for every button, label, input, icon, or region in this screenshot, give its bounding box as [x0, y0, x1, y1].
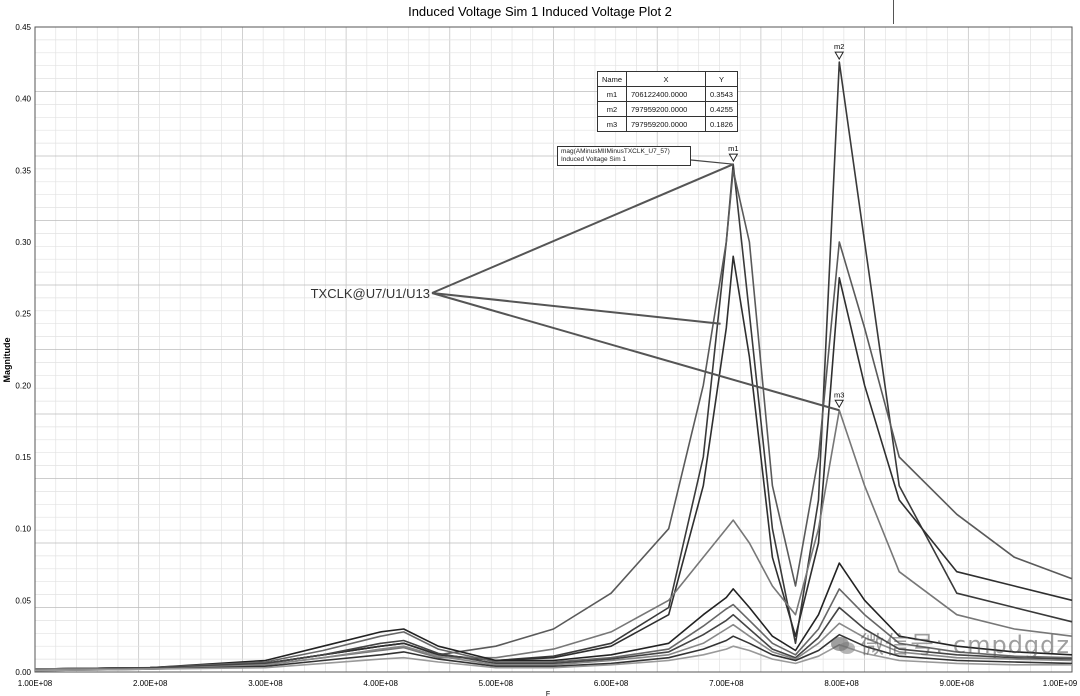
- y-axis-label: Magnitude: [2, 338, 12, 383]
- annotation-layer: TXCLK@U7/U1/U13: [311, 159, 840, 412]
- marker-m1-icon: [728, 153, 739, 163]
- marker-m3-icon: [834, 399, 845, 409]
- x-tick-label: 5.00E+08: [479, 679, 514, 688]
- wechat-icon: [831, 637, 856, 654]
- y-tick-label: 0.35: [15, 166, 31, 175]
- axes: 0.00 0.05 0.10 0.15 0.20 0.25 0.30 0.35 0.40 0.45…: [15, 23, 1077, 688]
- y-tick-label: 0.25: [15, 310, 31, 319]
- x-tick-label: 9.00E+08: [940, 679, 975, 688]
- header-name: Name: [596, 71, 628, 87]
- legend-leader-line: [690, 159, 734, 165]
- y-tick-label: 0.00: [15, 668, 31, 677]
- y-tick-label: 0.20: [15, 381, 31, 390]
- row-y: 0.3543: [705, 86, 738, 102]
- plot-frame: [34, 26, 1073, 673]
- series-line-7: [34, 606, 1073, 670]
- series-line-8: [35, 622, 1073, 670]
- row-name: m3: [596, 116, 628, 132]
- series-line-3: [34, 255, 1073, 670]
- row-y: 0.1826: [705, 116, 738, 132]
- row-y: 0.4255: [705, 101, 738, 117]
- y-tick-label: 0.45: [15, 23, 31, 32]
- marker-m2-label: m2: [834, 42, 844, 51]
- legend-line-expression: mag(AMinusMIIMinusTXCLK_U7_57): [561, 148, 670, 155]
- x-tick-label: 7.00E+08: [709, 679, 744, 688]
- legend-line-source: Induced Voltage Sim 1: [561, 156, 627, 163]
- series-line-10: [34, 643, 1072, 672]
- x-tick-label: 1.00E+08: [18, 679, 53, 688]
- marker-m2-icon: [834, 51, 845, 61]
- header-x: X: [626, 71, 707, 87]
- y-tick-label: 0.15: [15, 453, 31, 462]
- annotation-label: TXCLK@U7/U1/U13: [311, 286, 430, 301]
- grid: [34, 26, 1073, 673]
- x-tick-label: 1.00E+09: [1043, 679, 1078, 688]
- annotation-leader-line: [431, 163, 734, 294]
- row-name: m2: [596, 101, 628, 117]
- x-tick-label: 2.00E+08: [133, 679, 168, 688]
- chart-title: Induced Voltage Sim 1 Induced Voltage Pl…: [408, 4, 672, 19]
- series-line-6: [34, 588, 1073, 670]
- watermark-text: 微信号: cmpdgdz: [860, 631, 1070, 659]
- y-tick-label: 0.10: [15, 525, 31, 534]
- table-row: m1 706122400.0000 0.3543: [596, 86, 738, 102]
- marker-layer: m1 m2 m3: [728, 42, 845, 409]
- series-line-9: [34, 633, 1073, 672]
- series-line-5: [34, 562, 1073, 670]
- marker-m3-label: m3: [834, 390, 844, 399]
- y-tick-label: 0.05: [15, 596, 31, 605]
- x-tick-label: 4.00E+08: [363, 679, 398, 688]
- trace-legend: mag(AMinusMIIMinusTXCLK_U7_57) Induced V…: [557, 146, 691, 166]
- x-tick-label: 3.00E+08: [248, 679, 283, 688]
- row-x: 797959200.0000: [626, 101, 707, 117]
- marker-table-header: Name X Y: [596, 71, 738, 87]
- y-tick-label: 0.30: [15, 238, 31, 247]
- header-y: Y: [705, 71, 738, 87]
- series-line-4: [34, 409, 1073, 670]
- annotation-leader-line: [431, 292, 721, 325]
- marker-m1-label: m1: [728, 144, 738, 153]
- x-tick-label: 8.00E+08: [824, 679, 859, 688]
- frame-divider: [893, 0, 894, 24]
- row-x: 706122400.0000: [626, 86, 707, 102]
- y-tick-label: 0.40: [15, 95, 31, 104]
- series-layer: [34, 61, 1073, 672]
- watermark: 微信号: cmpdgdz: [830, 625, 1070, 660]
- x-axis-label: F: [546, 691, 550, 696]
- marker-table: Name X Y m1 706122400.0000 0.3543 m2 797…: [596, 71, 738, 132]
- table-row: m2 797959200.0000 0.4255: [596, 101, 738, 117]
- table-row: m3 797959200.0000 0.1826: [596, 116, 738, 132]
- x-tick-label: 6.00E+08: [594, 679, 629, 688]
- row-x: 797959200.0000: [626, 116, 707, 132]
- annotation-leader-line: [431, 292, 840, 412]
- row-name: m1: [596, 86, 628, 102]
